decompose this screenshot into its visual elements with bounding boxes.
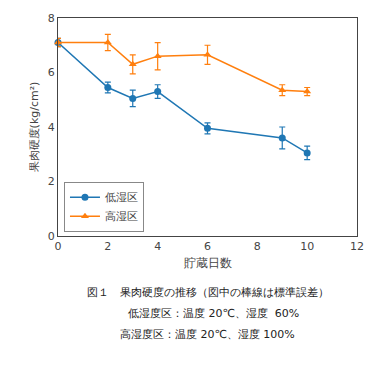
svg-text:高湿度区：温度 20℃、湿度 100%: 高湿度区：温度 20℃、湿度 100% bbox=[120, 328, 295, 341]
svg-text:図１ 果肉硬度の推移（図中の棒線は標準誤差）: 図１ 果肉硬度の推移（図中の棒線は標準誤差） bbox=[87, 286, 329, 299]
svg-text:6: 6 bbox=[204, 240, 211, 253]
svg-text:低湿度区：温度 20℃、湿度 60%: 低湿度区：温度 20℃、湿度 60% bbox=[117, 307, 299, 320]
svg-text:8: 8 bbox=[48, 12, 55, 25]
svg-text:4: 4 bbox=[48, 121, 55, 134]
svg-text:2: 2 bbox=[104, 240, 111, 253]
svg-text:8: 8 bbox=[254, 240, 261, 253]
svg-text:4: 4 bbox=[154, 240, 161, 253]
svg-text:低湿区: 低湿区 bbox=[105, 191, 138, 204]
svg-text:果肉硬度(kg/cm²): 果肉硬度(kg/cm²) bbox=[28, 82, 41, 173]
svg-text:6: 6 bbox=[48, 66, 55, 79]
svg-text:高湿区: 高湿区 bbox=[105, 210, 138, 223]
svg-text:12: 12 bbox=[350, 240, 364, 253]
svg-text:2: 2 bbox=[48, 175, 55, 188]
svg-text:貯蔵日数: 貯蔵日数 bbox=[184, 256, 232, 270]
svg-text:0: 0 bbox=[48, 230, 55, 243]
svg-text:10: 10 bbox=[300, 240, 314, 253]
svg-text:0: 0 bbox=[55, 240, 62, 253]
